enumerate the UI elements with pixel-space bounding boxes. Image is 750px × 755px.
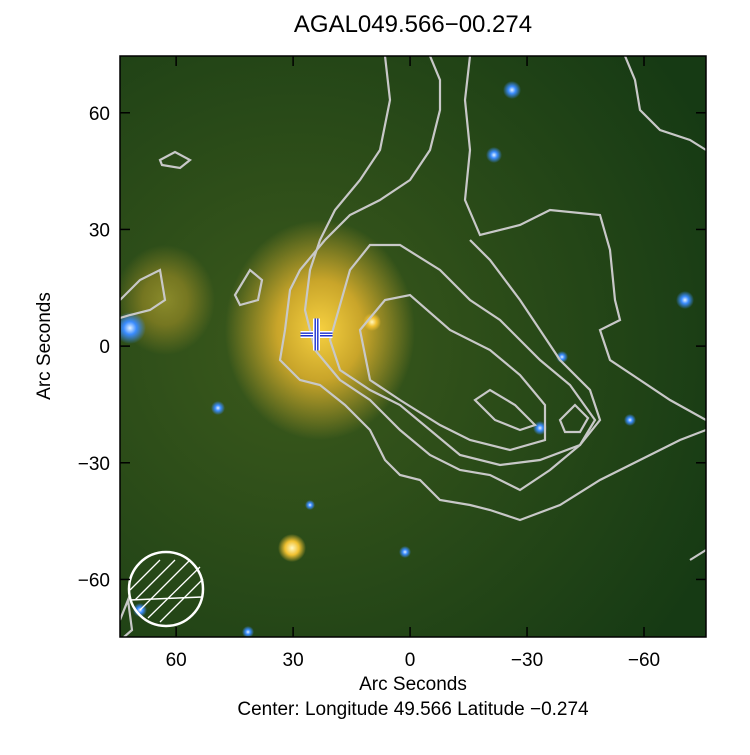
x-tick-label: 60 <box>166 650 187 671</box>
beam <box>127 550 205 628</box>
y-axis-label: Arc Seconds <box>34 292 55 400</box>
y-tick-label: −30 <box>78 454 110 475</box>
x-tick-label: −60 <box>628 650 660 671</box>
y-tick-label: 60 <box>89 104 110 125</box>
x-tick-label: 0 <box>405 650 416 671</box>
x-tick-label: −30 <box>511 650 543 671</box>
y-tick-label: 0 <box>99 337 110 358</box>
position-marker <box>300 318 333 351</box>
x-axis-label: Arc Seconds <box>359 674 467 695</box>
y-tick-label: −60 <box>78 570 110 591</box>
chart-title: AGAL049.566−00.274 <box>294 11 532 38</box>
x-tick-label: 30 <box>283 650 304 671</box>
image <box>120 56 706 637</box>
contours <box>120 56 706 637</box>
footer: Center: Longitude 49.566 Latitude −0.274 <box>237 699 589 720</box>
y-tick-label: 30 <box>89 220 110 241</box>
